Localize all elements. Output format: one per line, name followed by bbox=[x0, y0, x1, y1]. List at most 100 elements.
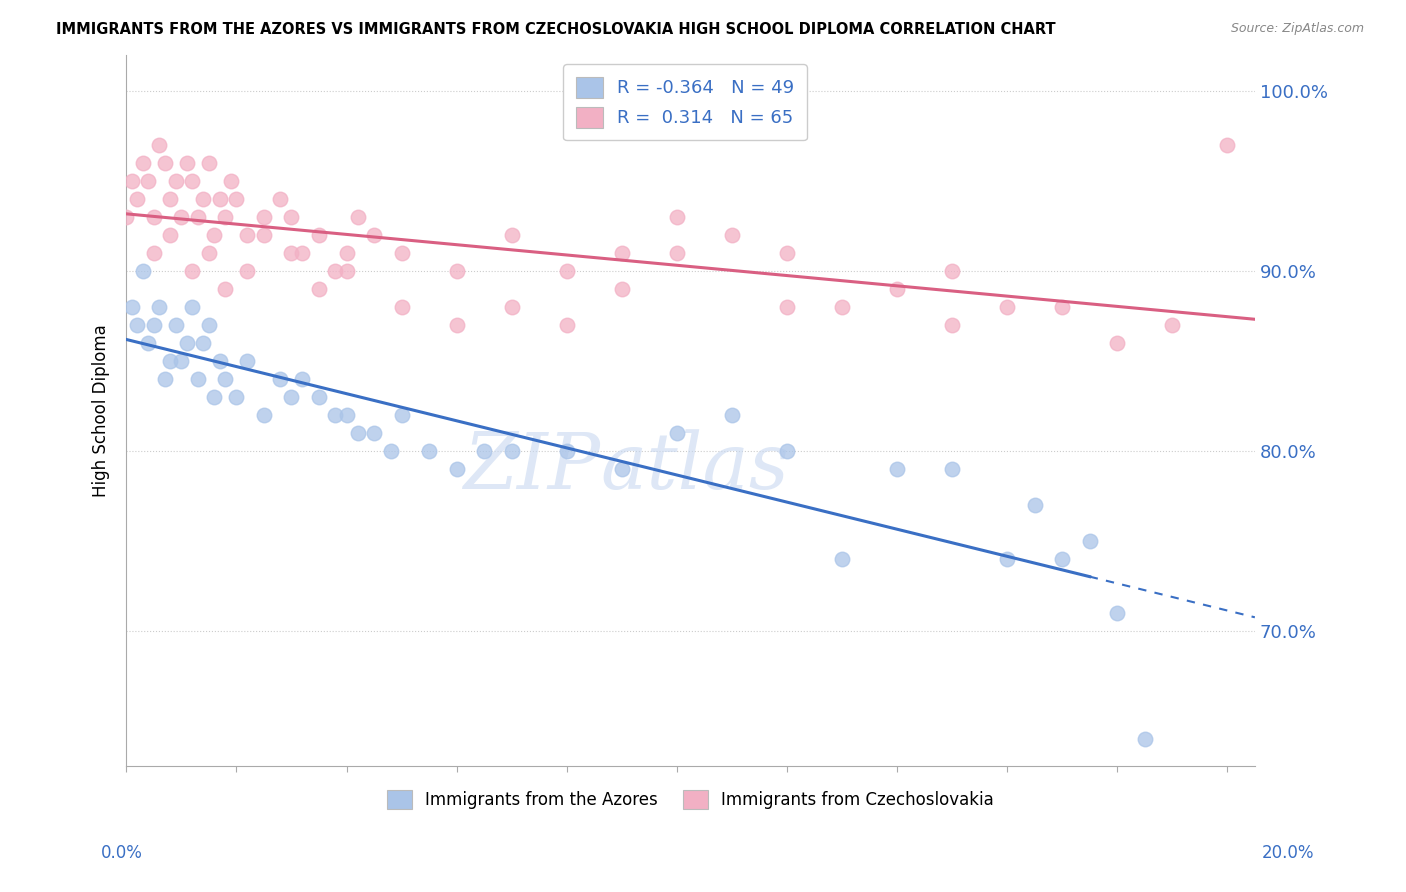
Point bbox=[170, 354, 193, 368]
Point bbox=[555, 318, 578, 332]
Point bbox=[555, 264, 578, 278]
Point bbox=[325, 408, 347, 422]
Text: 20.0%: 20.0% bbox=[1263, 844, 1315, 862]
Point bbox=[308, 227, 330, 242]
Point bbox=[219, 174, 242, 188]
Point bbox=[721, 408, 744, 422]
Point bbox=[142, 210, 165, 224]
Point bbox=[148, 138, 170, 153]
Point bbox=[501, 443, 523, 458]
Point bbox=[1078, 533, 1101, 548]
Point bbox=[193, 192, 215, 206]
Point bbox=[159, 227, 181, 242]
Point bbox=[886, 462, 908, 476]
Point bbox=[335, 408, 357, 422]
Point bbox=[165, 318, 187, 332]
Point bbox=[446, 462, 468, 476]
Point bbox=[1161, 318, 1184, 332]
Point bbox=[776, 443, 799, 458]
Point bbox=[610, 282, 633, 296]
Text: atlas: atlas bbox=[600, 429, 789, 506]
Point bbox=[380, 443, 402, 458]
Point bbox=[886, 282, 908, 296]
Point bbox=[346, 425, 368, 440]
Point bbox=[153, 156, 176, 170]
Point bbox=[1024, 498, 1046, 512]
Point bbox=[198, 318, 221, 332]
Point bbox=[136, 335, 159, 350]
Point bbox=[253, 408, 276, 422]
Point bbox=[831, 551, 853, 566]
Point bbox=[1050, 551, 1073, 566]
Point bbox=[208, 192, 231, 206]
Point bbox=[610, 246, 633, 260]
Point bbox=[214, 210, 236, 224]
Point bbox=[721, 227, 744, 242]
Point bbox=[236, 227, 259, 242]
Point bbox=[142, 246, 165, 260]
Point bbox=[142, 318, 165, 332]
Point bbox=[391, 246, 413, 260]
Point bbox=[253, 210, 276, 224]
Point bbox=[198, 156, 221, 170]
Point bbox=[391, 300, 413, 314]
Point bbox=[776, 246, 799, 260]
Point bbox=[1107, 606, 1129, 620]
Point bbox=[363, 425, 385, 440]
Point bbox=[1133, 731, 1156, 746]
Point bbox=[132, 264, 155, 278]
Point bbox=[280, 210, 302, 224]
Point bbox=[214, 372, 236, 386]
Point bbox=[280, 390, 302, 404]
Y-axis label: High School Diploma: High School Diploma bbox=[93, 324, 110, 497]
Point bbox=[391, 408, 413, 422]
Point bbox=[280, 246, 302, 260]
Point bbox=[363, 227, 385, 242]
Point bbox=[665, 425, 688, 440]
Point bbox=[193, 335, 215, 350]
Point bbox=[181, 300, 204, 314]
Point bbox=[165, 174, 187, 188]
Point bbox=[187, 210, 209, 224]
Point bbox=[187, 372, 209, 386]
Point bbox=[127, 192, 149, 206]
Point bbox=[776, 300, 799, 314]
Point bbox=[555, 443, 578, 458]
Point bbox=[446, 318, 468, 332]
Point bbox=[253, 227, 276, 242]
Text: Source: ZipAtlas.com: Source: ZipAtlas.com bbox=[1230, 22, 1364, 36]
Point bbox=[236, 354, 259, 368]
Point bbox=[159, 192, 181, 206]
Point bbox=[121, 300, 143, 314]
Point bbox=[1216, 138, 1239, 153]
Point bbox=[995, 300, 1018, 314]
Point bbox=[121, 174, 143, 188]
Point bbox=[136, 174, 159, 188]
Point bbox=[214, 282, 236, 296]
Point bbox=[308, 282, 330, 296]
Point bbox=[325, 264, 347, 278]
Point bbox=[176, 156, 198, 170]
Point bbox=[153, 372, 176, 386]
Point bbox=[225, 390, 247, 404]
Point bbox=[181, 264, 204, 278]
Point bbox=[941, 318, 963, 332]
Point bbox=[127, 318, 149, 332]
Point bbox=[198, 246, 221, 260]
Point bbox=[335, 264, 357, 278]
Point bbox=[446, 264, 468, 278]
Point bbox=[1050, 300, 1073, 314]
Point bbox=[291, 246, 314, 260]
Point bbox=[418, 443, 440, 458]
Text: ZIP: ZIP bbox=[463, 429, 600, 506]
Point bbox=[308, 390, 330, 404]
Point bbox=[225, 192, 247, 206]
Point bbox=[269, 372, 291, 386]
Point bbox=[665, 246, 688, 260]
Point bbox=[115, 210, 138, 224]
Text: 0.0%: 0.0% bbox=[101, 844, 143, 862]
Point bbox=[159, 354, 181, 368]
Point bbox=[335, 246, 357, 260]
Legend: Immigrants from the Azores, Immigrants from Czechoslovakia: Immigrants from the Azores, Immigrants f… bbox=[375, 779, 1005, 822]
Point bbox=[202, 227, 225, 242]
